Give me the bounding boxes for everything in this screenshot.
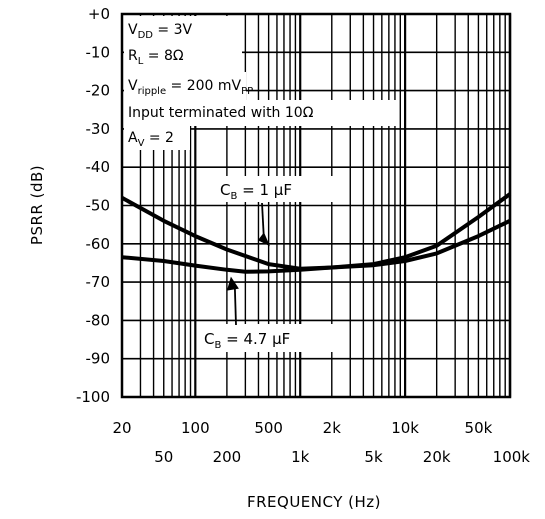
condition-line: VDD = 3V (128, 22, 193, 41)
callout-backdrop (216, 176, 338, 202)
conditions-backdrop (124, 16, 242, 72)
x-tick-label: 50k (465, 419, 493, 437)
x-tick-label: 10k (391, 419, 419, 437)
y-tick-label: -70 (86, 273, 111, 291)
y-tick-label: -90 (86, 350, 111, 368)
y-tick-label: -40 (86, 158, 111, 176)
callout-arrowhead-2 (226, 276, 239, 291)
y-tick-label: -10 (86, 43, 111, 61)
conditions-backdrop (124, 72, 246, 100)
x-tick-label: 20k (423, 448, 451, 466)
y-tick-label: -80 (86, 311, 111, 329)
x-axis-title: FREQUENCY (Hz) (247, 493, 381, 511)
x-tick-label: 2k (323, 419, 342, 437)
y-tick-label: -50 (86, 197, 111, 215)
series-callouts: CB = 1 μF CB = 4.7 μF (200, 176, 340, 352)
condition-line: Vripple = 200 mVPP (128, 78, 253, 97)
y-tick-label: +0 (88, 5, 110, 23)
x-tick-label: 100k (493, 448, 531, 466)
condition-line: RL = 8Ω (128, 48, 184, 67)
condition-line: Input terminated with 10Ω (128, 105, 314, 121)
x-tick-label: 5k (364, 448, 383, 466)
callout-arrowhead-1 (257, 232, 270, 247)
condition-line: AV = 2 (128, 130, 174, 149)
y-tick-label: -30 (86, 120, 111, 138)
series-line-2 (121, 218, 511, 274)
callout-backdrop (200, 324, 340, 352)
conditions-backdrop (124, 100, 396, 126)
callout-leader-2 (233, 288, 237, 326)
series-group (121, 192, 512, 274)
grid (120, 12, 512, 399)
series-label-2: CB = 4.7 μF (204, 330, 290, 351)
x-tick-label: 200 (213, 448, 242, 466)
x-tick-label: 500 (254, 419, 283, 437)
y-axis-title: PSRR (dB) (28, 165, 46, 245)
y-tick-label: -20 (86, 82, 111, 100)
conditions-backdrop (124, 126, 190, 150)
y-tick-label: -100 (76, 388, 110, 406)
x-tick-label: 20 (112, 419, 131, 437)
x-tick-label: 100 (181, 419, 210, 437)
series-label-1: CB = 1 μF (220, 181, 292, 202)
y-tick-label: -60 (86, 235, 111, 253)
x-tick-label: 50 (154, 448, 173, 466)
x-tick-label: 1k (291, 448, 310, 466)
test-conditions: VDD = 3V RL = 8Ω Vripple = 200 mVPP Input t… (124, 16, 396, 150)
